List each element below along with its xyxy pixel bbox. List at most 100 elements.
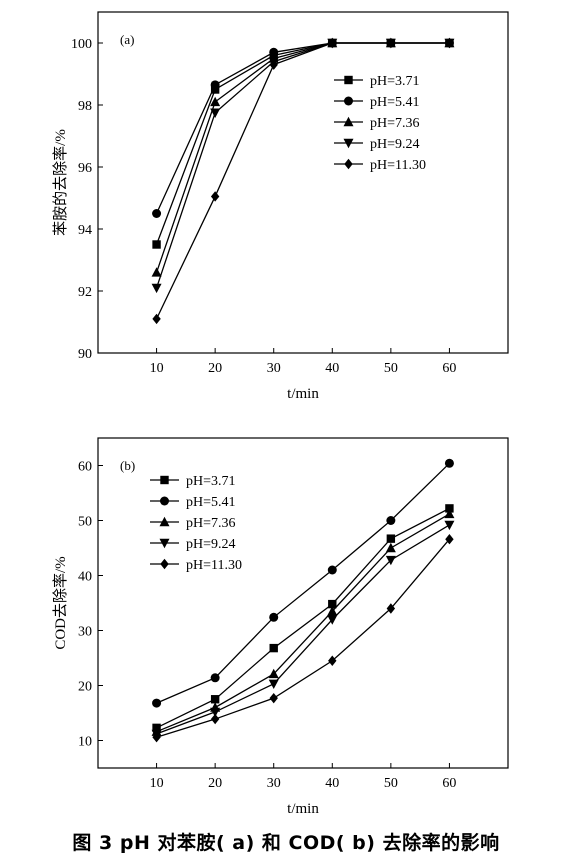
legend-marker — [343, 116, 354, 127]
panel-label: (b) — [120, 458, 135, 473]
x-tick-label: 30 — [267, 776, 281, 791]
x-tick-label: 50 — [384, 776, 398, 791]
legend-marker — [343, 138, 354, 149]
data-point — [210, 707, 221, 718]
series-line — [155, 42, 450, 320]
data-point — [269, 47, 279, 57]
y-tick-label: 40 — [78, 570, 92, 585]
legend-entry: pH=9.24 — [186, 537, 236, 552]
data-point — [327, 615, 338, 625]
data-point — [210, 80, 220, 90]
y-tick-label: 92 — [78, 285, 92, 300]
data-point — [386, 37, 396, 49]
data-point — [151, 283, 162, 294]
data-point — [386, 603, 396, 614]
data-point — [269, 692, 278, 704]
data-point — [445, 504, 454, 513]
y-axis-label: COD去除率/% — [52, 556, 69, 649]
y-tick-label: 30 — [78, 625, 92, 640]
legend-marker — [344, 96, 353, 106]
data-point — [210, 85, 220, 94]
legend-marker — [160, 496, 169, 506]
data-point — [444, 458, 454, 468]
data-point — [152, 240, 161, 249]
series-line — [156, 507, 450, 729]
y-tick-label: 10 — [78, 735, 92, 750]
figure-caption: 图 3 pH 对苯胺( a) 和 COD( b) 去除率的影响 — [72, 832, 500, 854]
series-5 — [152, 37, 454, 325]
y-tick-label: 98 — [78, 99, 92, 114]
data-point — [386, 534, 396, 543]
data-point — [269, 612, 279, 622]
chart-b: 10 20 30 40 50 60 10 20 30 40 50 60 (b) t/min COD去除率/%… — [52, 437, 509, 817]
data-point — [327, 565, 337, 575]
data-point — [268, 679, 279, 690]
plot-frame — [97, 437, 509, 769]
series-line — [156, 513, 450, 733]
x-tick-label: 60 — [442, 361, 456, 376]
data-point — [152, 209, 162, 218]
series-line — [156, 524, 450, 735]
series-line — [156, 462, 450, 704]
series-4 — [151, 520, 455, 740]
x-tick-label: 40 — [325, 361, 339, 376]
legend-entry: pH=11.30 — [370, 158, 426, 173]
data-point — [444, 520, 455, 531]
legend-entry: pH=11.30 — [186, 558, 242, 573]
x-axis-label: t/min — [287, 801, 319, 817]
legend-marker — [344, 75, 353, 85]
plot-frame — [97, 11, 509, 354]
y-tick-label: 60 — [78, 460, 92, 475]
x-tick-label: 20 — [208, 776, 222, 791]
legend: pH=3.71 pH=5.41 pH=7.36 pH=9.24 pH=11.30 — [334, 74, 426, 173]
data-point — [210, 191, 220, 202]
chart-a: 10 20 30 40 50 60 90 92 94 96 98 100 (a) t/min 苯胺的去除率/… — [52, 11, 509, 402]
data-point — [210, 673, 220, 683]
legend: pH=3.71 pH=5.41 pH=7.36 pH=9.24 pH=11.30 — [150, 474, 242, 573]
x-tick-label: 40 — [325, 776, 339, 791]
data-point — [268, 668, 279, 679]
data-point — [152, 313, 161, 325]
data-point — [152, 698, 162, 708]
data-point — [269, 643, 278, 653]
legend-entry: pH=9.24 — [370, 137, 420, 152]
legend-entry: pH=7.36 — [370, 116, 420, 131]
data-point — [210, 695, 220, 704]
y-tick-label: 96 — [78, 161, 92, 176]
legend-entry: pH=5.41 — [186, 495, 236, 510]
data-point — [328, 599, 337, 609]
data-point — [445, 37, 454, 49]
legend-entry: pH=3.71 — [370, 74, 420, 89]
x-tick-label: 10 — [150, 776, 164, 791]
data-point — [210, 96, 221, 107]
y-tick-label: 90 — [78, 347, 92, 362]
legend-entry: pH=7.36 — [186, 516, 236, 531]
y-axis-label: 苯胺的去除率/% — [52, 129, 69, 236]
data-point — [328, 655, 337, 666]
x-tick-label: 50 — [384, 361, 398, 376]
data-point — [151, 267, 162, 277]
y-tick-label: 20 — [78, 680, 92, 695]
legend-entry: pH=3.71 — [186, 474, 236, 489]
x-tick-label: 60 — [442, 776, 456, 791]
series-2 — [152, 458, 454, 708]
y-tick-label: 94 — [78, 223, 92, 238]
data-point — [444, 508, 455, 519]
data-point — [210, 713, 220, 725]
legend-entry: pH=5.41 — [370, 95, 420, 110]
legend-marker — [159, 516, 170, 527]
data-point — [385, 555, 396, 566]
data-point — [328, 37, 337, 49]
legend-marker — [160, 558, 169, 570]
y-tick-label: 50 — [78, 515, 92, 530]
panel-label: (a) — [120, 32, 134, 47]
legend-marker — [160, 475, 169, 485]
x-axis-label: t/min — [287, 386, 319, 402]
series-line — [156, 538, 450, 738]
y-tick-label: 100 — [71, 37, 92, 52]
data-point — [327, 606, 338, 616]
x-tick-label: 10 — [150, 361, 164, 376]
data-point — [385, 542, 396, 553]
x-tick-label: 30 — [267, 361, 281, 376]
legend-marker — [159, 538, 170, 549]
